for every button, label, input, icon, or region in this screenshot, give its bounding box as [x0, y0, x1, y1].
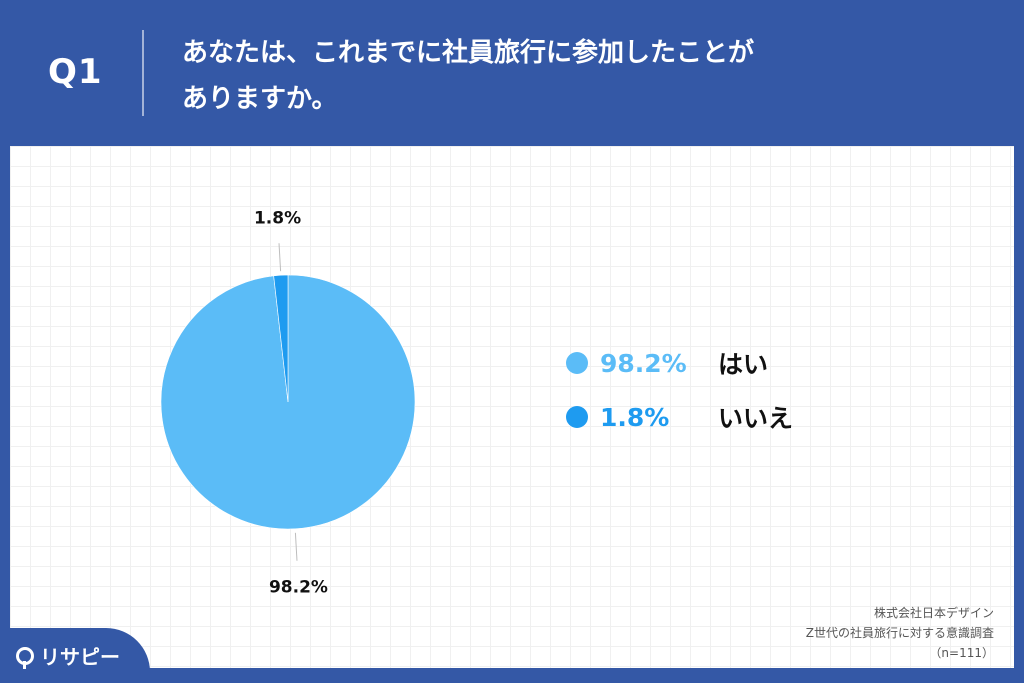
logo-text: リサピー: [40, 645, 120, 669]
data-label-no: 1.8%: [254, 208, 301, 228]
question-line-1: あなたは、これまでに社員旅行に参加したことが: [182, 38, 755, 68]
pie-slice-no: [273, 274, 289, 403]
question-text: あなたは、これまでに社員旅行に参加したことが ありますか。: [182, 30, 982, 122]
legend-label-yes: はい: [718, 350, 769, 379]
legend-value-yes: 98.2%: [600, 348, 687, 378]
logo-pin-icon: [16, 646, 34, 669]
chart-panel: 98.2% 1.8% 98.2% はい 1.8% いいえ: [10, 146, 1014, 668]
question-line-2: ありますか。: [182, 84, 338, 114]
legend-dot-no: [566, 406, 588, 428]
header: Q1 あなたは、これまでに社員旅行に参加したことが ありますか。: [0, 0, 1024, 146]
legend-dot-yes: [566, 352, 588, 374]
legend-item-yes: 98.2% はい: [566, 336, 793, 390]
header-divider: [142, 30, 144, 116]
leader-line-no: [278, 243, 282, 272]
legend-item-no: 1.8% いいえ: [566, 390, 793, 444]
question-number: Q1: [48, 52, 103, 92]
source-survey: Z世代の社員旅行に対する意識調査: [805, 626, 994, 640]
leader-line-yes: [294, 532, 298, 561]
data-label-yes: 98.2%: [269, 578, 328, 598]
source-sample-size: （n=111）: [929, 646, 994, 660]
legend-value-no: 1.8%: [600, 402, 670, 432]
brand-logo: リサピー: [0, 628, 150, 683]
source-note: 株式会社日本デザイン Z世代の社員旅行に対する意識調査 （n=111）: [806, 603, 994, 663]
source-company: 株式会社日本デザイン: [873, 606, 994, 620]
legend: 98.2% はい 1.8% いいえ: [566, 336, 793, 444]
legend-label-no: いいえ: [718, 404, 794, 433]
pie-chart: 98.2% 1.8%: [160, 208, 416, 598]
